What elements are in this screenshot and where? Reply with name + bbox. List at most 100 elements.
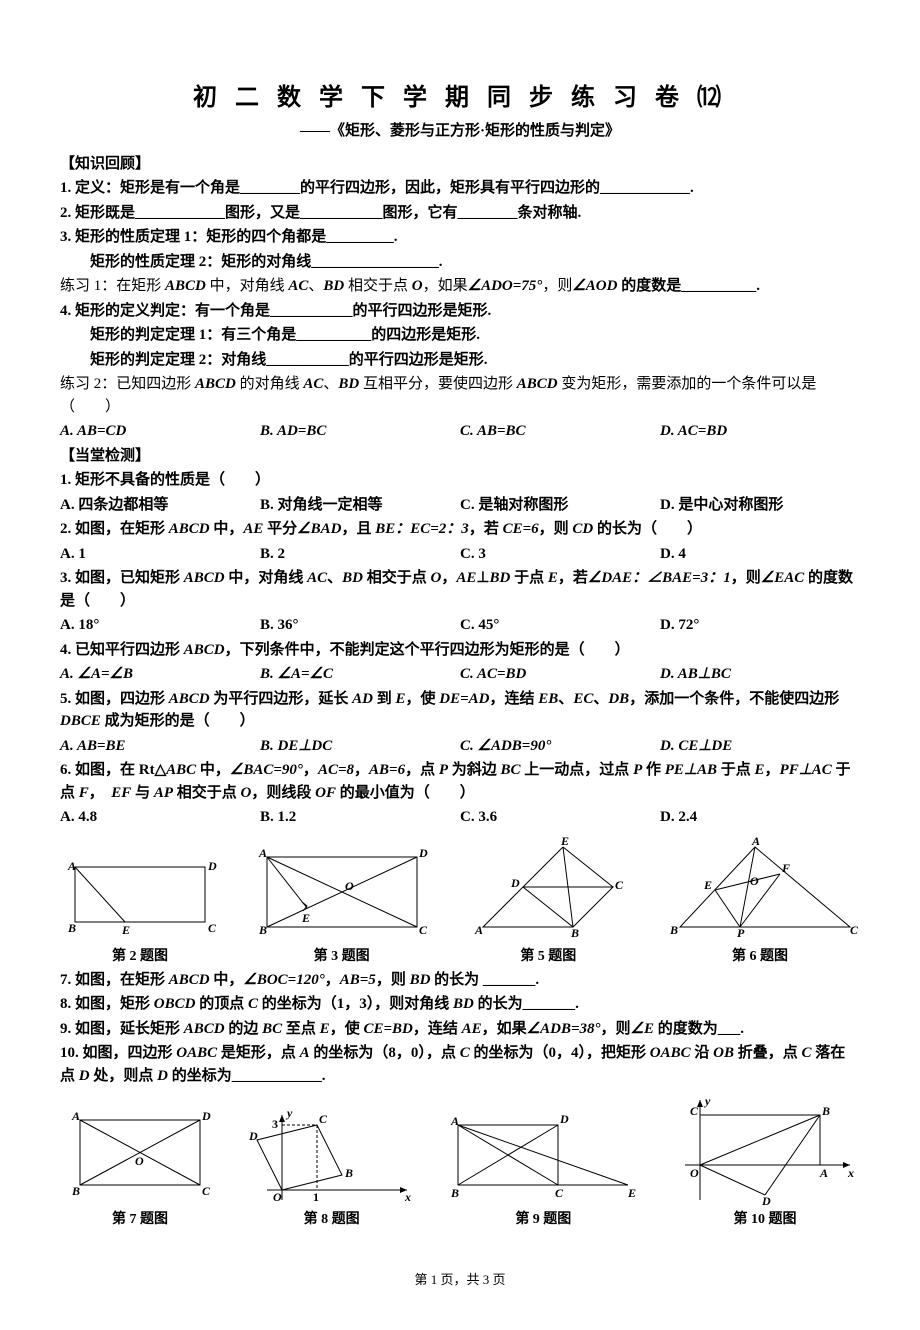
txt: 9. 如图，延长矩形 xyxy=(60,1021,184,1037)
txt: 的坐标为 xyxy=(470,1045,534,1061)
figure-6-svg: A B C P E F O xyxy=(660,837,860,942)
txt: BD xyxy=(338,376,359,392)
opt-c: C. 45° xyxy=(460,614,660,637)
opt-c: C. 3 xyxy=(460,543,660,566)
svg-text:C: C xyxy=(690,1104,699,1118)
txt: 的坐标为 xyxy=(258,996,322,1012)
txt: ABCD xyxy=(169,521,210,537)
svg-text:3: 3 xyxy=(272,1117,278,1131)
txt: BD xyxy=(342,570,363,586)
figure-5-caption: 第 5 题图 xyxy=(463,946,633,967)
opt-a: A. ∠A=∠B xyxy=(60,663,260,686)
txt: O xyxy=(431,570,442,586)
figure-9: A D B C E 第 9 题图 xyxy=(443,1105,643,1230)
practice-2-options: A. AB=CD B. AD=BC C. AB=BC D. AC=BD xyxy=(60,420,860,443)
txt: 平分 xyxy=(263,521,297,537)
txt: 的长为 _______. xyxy=(430,972,539,988)
txt: ，使 xyxy=(406,691,440,707)
txt: ，连结 xyxy=(490,691,539,707)
figure-8-svg: O 1 3 x y C B D xyxy=(247,1105,417,1205)
txt: CD xyxy=(572,521,593,537)
svg-text:x: x xyxy=(404,1190,411,1204)
txt: 是矩形，点 xyxy=(217,1045,300,1061)
txt: E xyxy=(548,570,558,586)
practice-2: 练习 2：已知四边形 ABCD 的对角线 AC、BD 互相平分，要使四边形 AB… xyxy=(60,373,860,418)
q9: 9. 如图，延长矩形 ABCD 的边 BC 至点 E，使 CE=BD，连结 AE… xyxy=(60,1018,860,1041)
txt: EB xyxy=(538,691,558,707)
txt: CE=BD xyxy=(363,1021,412,1037)
figure-3-caption: 第 3 题图 xyxy=(247,946,437,967)
txt: 与 xyxy=(131,785,154,801)
txt: DE=AD xyxy=(439,691,489,707)
txt: ，把矩形 xyxy=(586,1045,650,1061)
figure-5-svg: A B C D E xyxy=(463,837,633,942)
opt-b: B. DE⊥DC xyxy=(260,735,460,758)
txt: ， xyxy=(325,972,340,988)
txt: D xyxy=(79,1068,90,1084)
figure-row-1: A D B E C 第 2 题图 A D B C O E 第 3 题图 xyxy=(60,837,860,967)
txt: 的长为_______. xyxy=(474,996,579,1012)
txt: 3. 如图，已知矩形 xyxy=(60,570,184,586)
svg-text:A: A xyxy=(751,837,760,848)
q6-options: A. 4.8 B. 1.2 C. 3.6 D. 2.4 xyxy=(60,806,860,829)
svg-text:B: B xyxy=(570,926,579,940)
svg-text:B: B xyxy=(821,1104,830,1118)
txt: ， xyxy=(303,762,318,778)
opt-a: A. 1 xyxy=(60,543,260,566)
svg-text:F: F xyxy=(781,861,790,875)
txt: A xyxy=(300,1045,310,1061)
txt: AE xyxy=(243,521,263,537)
review-4c: 矩形的判定定理 2：对角线___________的平行四边形是矩形. xyxy=(60,349,860,372)
txt: （8，0） xyxy=(373,1045,426,1061)
figure-6-caption: 第 6 题图 xyxy=(660,946,860,967)
svg-text:E: E xyxy=(627,1186,636,1200)
opt-c: C. AB=BC xyxy=(460,420,660,443)
txt: 沿 xyxy=(691,1045,714,1061)
q7: 7. 如图，在矩形 ABCD 中，∠BOC=120°，AB=5，则 BD 的长为… xyxy=(60,969,860,992)
txt: （0，4） xyxy=(533,1045,586,1061)
opt-d: D. AB⊥BC xyxy=(660,663,860,686)
txt: 的最小值为（ ） xyxy=(336,785,475,801)
txt: DBCE xyxy=(60,713,101,729)
txt: 练习 2：已知四边形 xyxy=(60,376,195,392)
txt: C xyxy=(248,996,258,1012)
txt: F xyxy=(79,785,89,801)
txt: 的坐标为 xyxy=(310,1045,374,1061)
txt: BD xyxy=(453,996,474,1012)
txt: 的对角线 xyxy=(236,376,304,392)
txt: OABC xyxy=(650,1045,691,1061)
figure-10-caption: 第 10 题图 xyxy=(670,1209,860,1230)
q4: 4. 已知平行四边形 ABCD，下列条件中，不能判定这个平行四边形为矩形的是（ … xyxy=(60,639,860,662)
txt: AE xyxy=(456,570,476,586)
figure-8: O 1 3 x y C B D 第 8 题图 xyxy=(247,1105,417,1230)
review-2: 2. 矩形既是____________图形，又是___________图形，它有… xyxy=(60,202,860,225)
svg-text:y: y xyxy=(703,1095,711,1108)
txt: 2. 如图，在矩形 xyxy=(60,521,169,537)
svg-text:C: C xyxy=(555,1186,564,1200)
txt: 的度数是__________. xyxy=(617,278,760,294)
txt: ， xyxy=(354,762,369,778)
txt: PF⊥AC xyxy=(780,762,832,778)
figure-2-svg: A D B E C xyxy=(60,852,220,942)
opt-a: A. 18° xyxy=(60,614,260,637)
txt: 中， xyxy=(210,521,244,537)
opt-c: C. AC=BD xyxy=(460,663,660,686)
q6: 6. 如图，在 Rt△ABC 中，∠BAC=90°，AC=8，AB=6，点 P … xyxy=(60,759,860,804)
txt: BD xyxy=(410,972,431,988)
txt: ，则 xyxy=(601,1021,631,1037)
txt: 互相平分，要使四边形 xyxy=(359,376,517,392)
svg-text:1: 1 xyxy=(313,1190,319,1204)
txt: ∠ADB=38° xyxy=(527,1021,601,1037)
txt: 8. 如图，矩形 xyxy=(60,996,154,1012)
review-4b: 矩形的判定定理 1：有三个角是__________的四边形是矩形. xyxy=(60,324,860,347)
txt: 5. 如图，四边形 xyxy=(60,691,169,707)
svg-text:D: D xyxy=(207,859,217,873)
txt: ，则 xyxy=(731,570,761,586)
opt-a: A. 4.8 xyxy=(60,806,260,829)
txt: 到 xyxy=(373,691,396,707)
txt: 练习 1：在矩形 xyxy=(60,278,165,294)
q5: 5. 如图，四边形 ABCD 为平行四边形，延长 AD 到 E，使 DE=AD，… xyxy=(60,688,860,733)
svg-text:D: D xyxy=(418,846,428,860)
txt: 、 xyxy=(593,691,608,707)
txt: P xyxy=(633,762,642,778)
